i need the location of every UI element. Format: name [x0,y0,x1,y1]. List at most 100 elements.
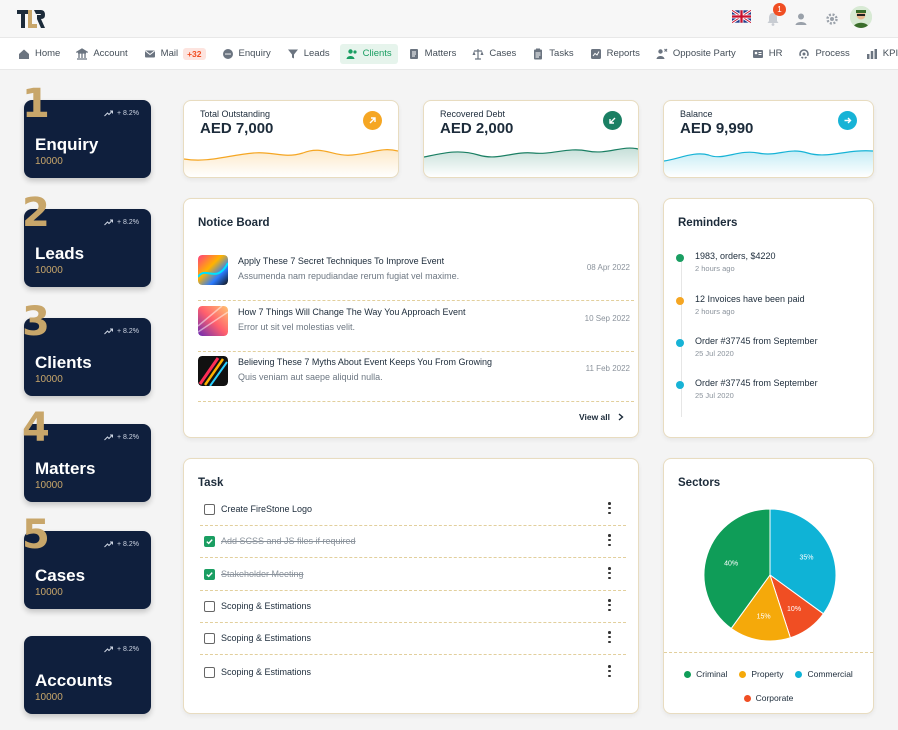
kpi-value: AED 9,990 [680,120,754,137]
arrow-right-icon[interactable] [838,111,857,130]
stat-card-enquiry[interactable]: 1 + 8.2% Enquiry 10000 [22,84,151,178]
legend-item-property[interactable]: Property [739,669,783,679]
kpi-sparkline [424,147,638,177]
nav-item-reports[interactable]: Reports [584,44,646,64]
notice-date: 11 Feb 2022 [585,364,630,373]
nav-label: Home [35,48,61,59]
pie-slice-label: 35% [799,554,813,561]
nav-item-process[interactable]: Process [792,44,855,64]
nav-item-home[interactable]: Home [12,44,66,64]
nav-item-opposite-party[interactable]: Opposite Party [650,44,742,64]
legend-dot [684,670,692,678]
reminders-title: Reminders [678,217,738,229]
nav-item-hr[interactable]: HR [746,44,789,64]
reminders-panel: Reminders 1983, orders, $4220 2 hours ag… [663,198,874,438]
check-icon [206,539,213,545]
avatar[interactable] [850,6,872,28]
task-row[interactable]: Create FireStone Logo [200,494,626,526]
stat-rank: 1 [22,81,50,127]
pie-slice-label: 15% [757,613,771,620]
stat-card-clients[interactable]: 3 + 8.2% Clients 10000 [22,302,151,396]
stat-value: 10000 [35,265,63,276]
stat-rank: 5 [22,512,50,558]
notice-item[interactable]: How 7 Things Will Change The Way You App… [198,302,634,352]
task-row[interactable]: Stakeholder Meeting [200,559,626,591]
notice-title: Believing These 7 Myths About Event Keep… [238,357,492,367]
gear-icon[interactable] [822,9,842,29]
nav-item-tasks[interactable]: Tasks [526,44,579,64]
task-checkbox[interactable] [204,667,215,678]
task-label: Create FireStone Logo [221,504,313,514]
reminder-time: 25 Jul 2020 [695,349,734,358]
nav-item-clients[interactable]: Clients [339,43,398,64]
kpi-label: Balance [680,109,713,119]
stat-card-cases[interactable]: 5 + 8.2% Cases 10000 [22,515,151,609]
stat-card-leads[interactable]: 2 + 8.2% Leads 10000 [22,193,151,287]
legend-item-commercial[interactable]: Commercial [795,669,853,679]
legend-item-corporate[interactable]: Corporate [743,693,793,703]
arrow-up-right-icon[interactable] [363,111,382,130]
notice-item[interactable]: Believing These 7 Myths About Event Keep… [198,352,634,402]
notice-thumbnail [198,306,228,336]
kpi-card-recovered-debt[interactable]: Recovered Debt AED 2,000 [423,100,639,178]
stat-card-matters[interactable]: 4 + 8.2% Matters 10000 [22,408,151,502]
mail-icon [144,50,155,57]
stat-value: 10000 [35,692,63,703]
more-options-icon[interactable] [608,665,612,677]
more-options-icon[interactable] [608,567,612,579]
stat-title: Matters [35,459,96,478]
stat-card-accounts[interactable]: + 8.2% Accounts 10000 [24,636,151,714]
nav-label: KPI [882,48,898,59]
trend-up-icon [104,219,113,226]
notice-subtitle: Error ut sit vel molestias velit. [238,322,356,332]
task-checkbox[interactable] [204,504,215,515]
kpi-label: Total Outstanding [200,109,271,119]
nav-item-matters[interactable]: Matters [402,44,463,64]
reminder-time: 2 hours ago [695,307,735,316]
user-icon[interactable] [791,9,811,29]
task-label: Scoping & Estimations [221,601,312,611]
task-row[interactable]: Add SCSS and JS files if required [200,526,626,558]
nav-item-account[interactable]: Account [70,44,133,64]
pie-slice-commercial[interactable] [769,508,837,615]
task-row[interactable]: Scoping & Estimations [200,657,626,689]
task-row[interactable]: Scoping & Estimations [200,591,626,623]
notice-item[interactable]: Apply These 7 Secret Techniques To Impro… [198,251,634,301]
pie-slice-criminal[interactable] [703,508,771,630]
nav-item-enquiry[interactable]: Enquiry [216,44,277,64]
nav-item-leads[interactable]: Leads [281,44,336,64]
bell-icon[interactable] [763,9,783,29]
clipboard-icon [534,48,543,59]
task-row[interactable]: Scoping & Estimations [200,623,626,655]
reminder-dot [676,381,684,389]
more-options-icon[interactable] [608,599,612,611]
more-options-icon[interactable] [608,631,612,643]
more-options-icon[interactable] [608,534,612,546]
legend-item-criminal[interactable]: Criminal [684,669,727,679]
nav-item-cases[interactable]: Cases [466,44,522,64]
task-checkbox[interactable] [204,569,215,580]
arrow-down-left-icon[interactable] [603,111,622,130]
more-options-icon[interactable] [608,502,612,514]
stat-value: 10000 [35,374,63,385]
kpi-value: AED 7,000 [200,120,274,137]
legend-label: Property [751,669,784,679]
task-checkbox[interactable] [204,601,215,612]
kpi-card-total-outstanding[interactable]: Total Outstanding AED 7,000 [183,100,399,178]
notice-thumbnail [198,356,228,386]
nav-label: Leads [303,48,330,59]
uk-flag-icon[interactable] [732,10,751,23]
trend-up-icon [104,434,113,441]
reminder-dot [676,297,684,305]
trend-up-icon [104,110,113,117]
kpi-card-balance[interactable]: Balance AED 9,990 [663,100,874,178]
tlr-logo[interactable] [16,9,46,29]
view-all-link[interactable]: View all [579,412,624,422]
pie-slice-property[interactable] [730,573,792,642]
task-checkbox[interactable] [204,536,215,547]
task-checkbox[interactable] [204,633,215,644]
stat-trend-value: + 8.2% [117,434,139,441]
nav-item-kpi[interactable]: KPI [860,44,898,64]
nav-item-mail[interactable]: Mail +32 [138,44,212,64]
filter-icon [287,49,298,58]
